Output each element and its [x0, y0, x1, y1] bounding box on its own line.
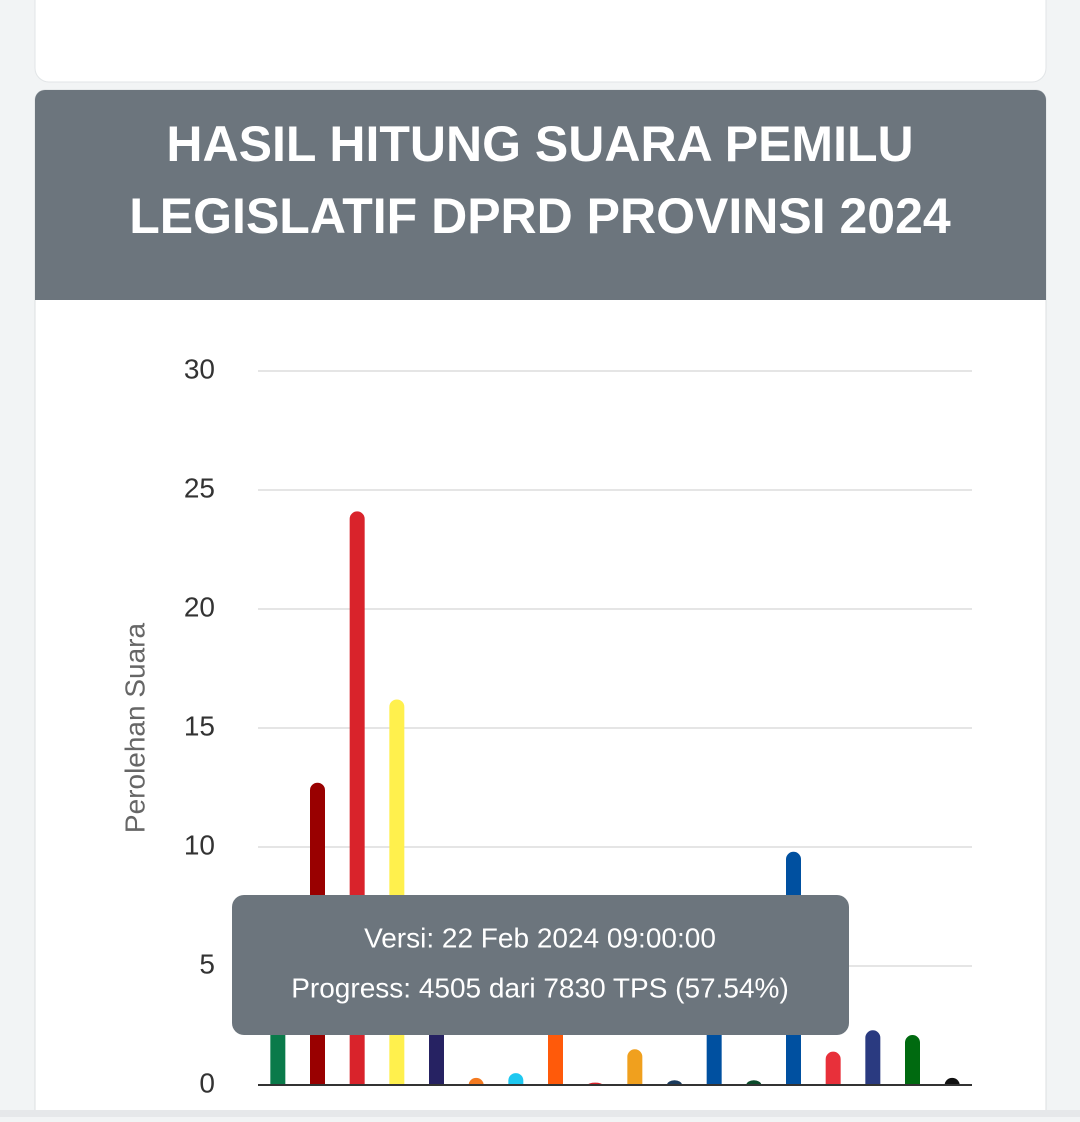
tooltip: Versi: 22 Feb 2024 09:00:00 Progress: 45… [232, 895, 849, 1035]
tooltip-box [232, 895, 849, 1035]
y-tick-label: 10 [184, 829, 215, 860]
tooltip-line: Progress: 4505 dari 7830 TPS (57.54%) [291, 972, 789, 1003]
y-tick-label: 30 [184, 353, 215, 384]
bar [508, 1073, 524, 1085]
title-line: HASIL HITUNG SUARA PEMILU [166, 116, 913, 172]
card-header [35, 90, 1046, 300]
bottom-strip [0, 1110, 1080, 1117]
bar [746, 1080, 762, 1085]
y-tick-label: 15 [184, 710, 215, 741]
y-tick-label: 20 [184, 591, 215, 622]
bar [865, 1030, 881, 1085]
bar [825, 1051, 841, 1085]
y-tick-label: 25 [184, 472, 215, 503]
top-card [34, 0, 1047, 83]
y-tick-label: 5 [199, 948, 215, 979]
bar [627, 1049, 643, 1085]
tooltip-line: Versi: 22 Feb 2024 09:00:00 [364, 922, 716, 953]
bar [667, 1080, 682, 1085]
title-line: LEGISLATIF DPRD PROVINSI 2024 [129, 188, 951, 244]
y-axis-label: Perolehan Suara [119, 623, 150, 834]
bar [468, 1077, 484, 1085]
y-tick-label: 0 [199, 1067, 215, 1098]
bar [944, 1077, 960, 1085]
bar [905, 1035, 920, 1085]
